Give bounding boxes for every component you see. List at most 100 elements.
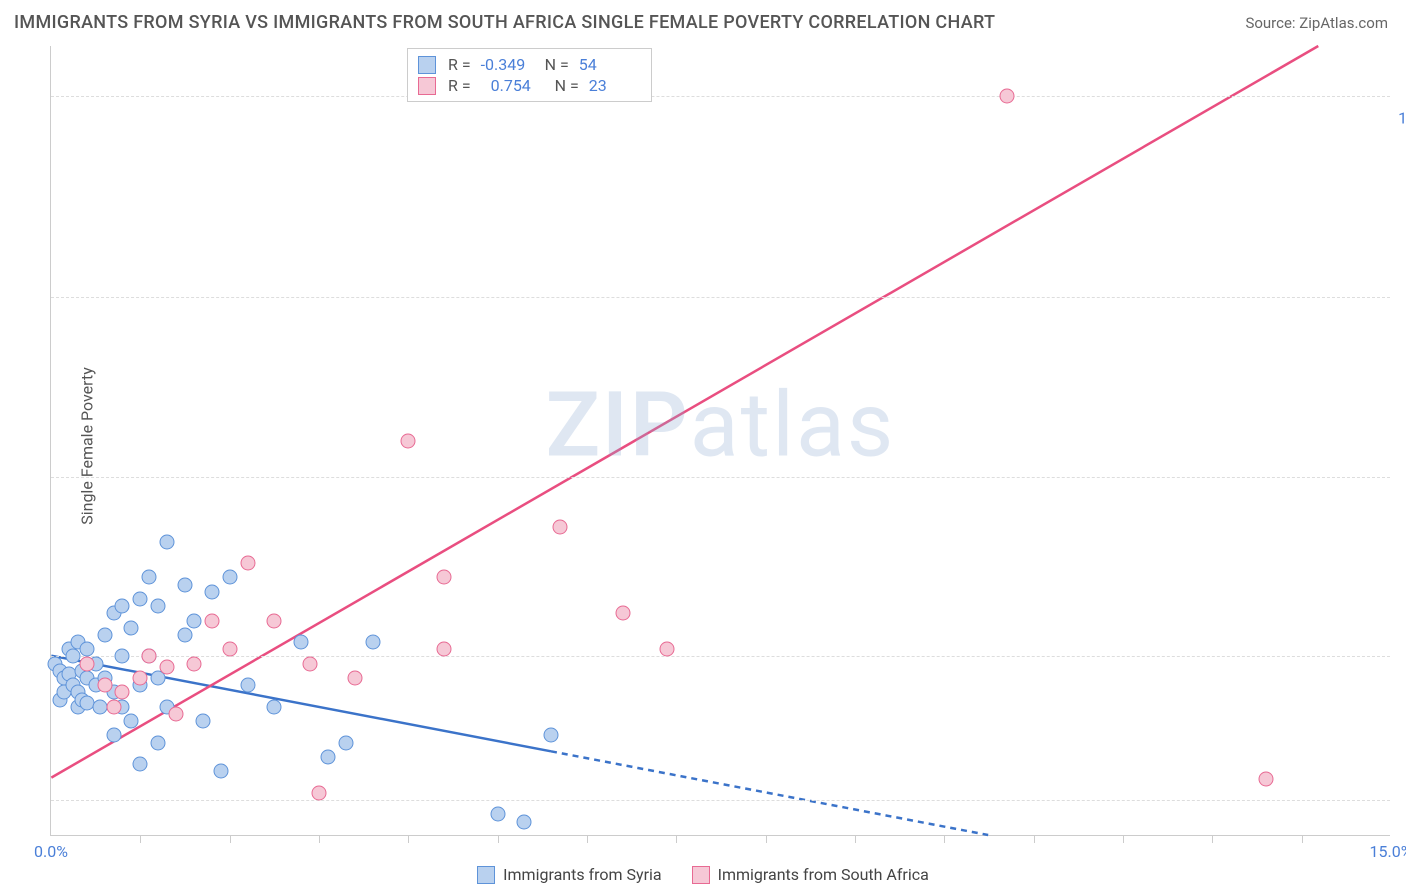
n-label: N = <box>555 76 579 95</box>
data-point <box>267 699 282 714</box>
x-tick-minor <box>498 835 499 843</box>
data-point <box>133 757 148 772</box>
data-point <box>365 635 380 650</box>
data-point <box>142 649 157 664</box>
data-point <box>294 635 309 650</box>
data-point <box>204 613 219 628</box>
data-point <box>133 671 148 686</box>
watermark-zip: ZIP <box>546 372 690 477</box>
data-point <box>267 613 282 628</box>
x-tick-minor <box>230 835 231 843</box>
swatch-syria <box>418 56 436 74</box>
plot-area: ZIPatlas 25.0%50.0%75.0%100.0%0.0%15.0% <box>50 46 1390 836</box>
stats-legend: R = -0.349 N = 54 R = 0.754 N = 23 <box>407 48 652 102</box>
x-tick-minor <box>766 835 767 843</box>
x-tick-minor <box>319 835 320 843</box>
data-point <box>97 678 112 693</box>
r-value-south-africa: 0.754 <box>491 76 543 95</box>
data-point <box>490 807 505 822</box>
n-label: N = <box>545 55 569 74</box>
data-point <box>97 627 112 642</box>
grid-line-h <box>51 656 1390 657</box>
trend-lines <box>51 46 1390 835</box>
data-point <box>213 764 228 779</box>
swatch-south-africa <box>692 866 710 884</box>
x-tick-minor <box>1034 835 1035 843</box>
x-tick-label: 0.0% <box>34 842 68 861</box>
data-point <box>240 678 255 693</box>
x-tick-minor <box>944 835 945 843</box>
x-tick-minor <box>587 835 588 843</box>
data-point <box>312 785 327 800</box>
x-tick-minor <box>855 835 856 843</box>
source-attribution: Source: ZipAtlas.com <box>1245 14 1388 32</box>
y-tick-label: 50.0% <box>1395 467 1406 486</box>
data-point <box>204 584 219 599</box>
stats-row-south-africa: R = 0.754 N = 23 <box>418 76 641 95</box>
data-point <box>195 714 210 729</box>
data-point <box>347 671 362 686</box>
data-point <box>320 750 335 765</box>
data-point <box>999 89 1014 104</box>
data-point <box>660 642 675 657</box>
r-value-syria: -0.349 <box>481 55 533 74</box>
data-point <box>151 599 166 614</box>
data-point <box>106 728 121 743</box>
x-tick-minor <box>1212 835 1213 843</box>
swatch-syria <box>477 866 495 884</box>
r-label: R = <box>448 76 471 95</box>
x-tick-minor <box>140 835 141 843</box>
x-tick-minor <box>408 835 409 843</box>
data-point <box>79 642 94 657</box>
data-point <box>186 613 201 628</box>
swatch-south-africa <box>418 77 436 95</box>
legend-label-south-africa: Immigrants from South Africa <box>718 865 929 884</box>
data-point <box>160 660 175 675</box>
data-point <box>517 814 532 829</box>
n-value-south-africa: 23 <box>589 76 641 95</box>
series-legend: Immigrants from Syria Immigrants from So… <box>0 865 1406 884</box>
data-point <box>1258 771 1273 786</box>
data-point <box>169 706 184 721</box>
data-point <box>401 434 416 449</box>
data-point <box>160 534 175 549</box>
data-point <box>303 656 318 671</box>
n-value-syria: 54 <box>579 55 631 74</box>
legend-item-south-africa: Immigrants from South Africa <box>692 865 929 884</box>
legend-item-syria: Immigrants from Syria <box>477 865 661 884</box>
y-tick-label: 25.0% <box>1395 647 1406 666</box>
x-tick-minor <box>1302 835 1303 843</box>
data-point <box>222 570 237 585</box>
data-point <box>437 570 452 585</box>
data-point <box>115 685 130 700</box>
grid-line-h <box>51 297 1390 298</box>
grid-line-h <box>51 477 1390 478</box>
stats-row-syria: R = -0.349 N = 54 <box>418 55 641 74</box>
data-point <box>544 728 559 743</box>
x-tick-minor <box>676 835 677 843</box>
data-point <box>115 599 130 614</box>
y-tick-label: 100.0% <box>1395 108 1406 127</box>
watermark-atlas: atlas <box>690 372 896 477</box>
data-point <box>222 642 237 657</box>
data-point <box>615 606 630 621</box>
watermark: ZIPatlas <box>546 372 896 477</box>
data-point <box>178 577 193 592</box>
data-point <box>178 627 193 642</box>
x-tick-minor <box>1123 835 1124 843</box>
data-point <box>106 699 121 714</box>
data-point <box>151 735 166 750</box>
data-point <box>79 656 94 671</box>
grid-line-h <box>51 800 1390 801</box>
grid-line-h <box>51 96 1390 97</box>
chart-title: IMMIGRANTS FROM SYRIA VS IMMIGRANTS FROM… <box>14 12 995 33</box>
data-point <box>437 642 452 657</box>
source-label: Source: <box>1245 14 1299 32</box>
source-link[interactable]: ZipAtlas.com <box>1299 14 1388 32</box>
r-label: R = <box>448 55 471 74</box>
data-point <box>553 520 568 535</box>
data-point <box>338 735 353 750</box>
data-point <box>124 620 139 635</box>
y-tick-label: 75.0% <box>1395 288 1406 307</box>
data-point <box>133 592 148 607</box>
